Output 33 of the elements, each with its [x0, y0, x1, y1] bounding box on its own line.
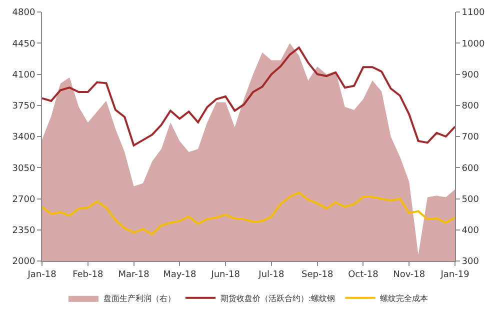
y2-tick-label: 1100: [462, 8, 485, 18]
x-tick-label: Nov-18: [393, 270, 426, 280]
line-series: [42, 46, 455, 146]
legend-label: 盘面生产利润（右）: [104, 294, 176, 304]
x-tick-label: Jul-18: [258, 270, 284, 280]
y2-tick-label: 900: [462, 70, 480, 80]
y-tick-label: 3050: [12, 164, 36, 174]
x-tick-label: Jun-18: [210, 270, 240, 280]
y2-tick-label: 800: [462, 102, 480, 112]
y-tick-label: 2700: [12, 194, 36, 205]
y-tick-label: 2350: [12, 226, 36, 236]
y-tick-label: 3750: [12, 102, 36, 112]
y-tick-label: 3400: [12, 132, 36, 143]
legend-label: 螺纹完全成本: [380, 294, 428, 304]
y2-tick-label: 700: [462, 132, 480, 143]
x-tick-label: May-18: [163, 270, 197, 280]
y2-tick-label: 600: [462, 164, 480, 174]
x-tick-label: Sep-18: [301, 270, 334, 280]
y-tick-label: 4450: [12, 39, 36, 50]
y2-tick-label: 300: [462, 257, 480, 268]
line-series: [42, 192, 455, 236]
y-tick-label: 4800: [12, 8, 36, 18]
x-tick-label: Feb-18: [72, 270, 104, 280]
y2-tick-label: 1000: [462, 39, 485, 50]
x-tick-label: Mar-18: [118, 270, 150, 280]
legend-label: 期货收盘价（活跃合约）:螺纹钢: [220, 294, 336, 304]
y2-tick-label: 400: [462, 226, 480, 236]
x-tick-label: Jan-18: [26, 270, 57, 280]
y-tick-label: 4100: [12, 70, 36, 80]
y-tick-label: 2000: [12, 257, 36, 268]
x-tick-label: Oct-18: [348, 270, 379, 280]
y2-tick-label: 500: [462, 194, 480, 205]
x-tick-label: Jan-19: [440, 270, 470, 280]
